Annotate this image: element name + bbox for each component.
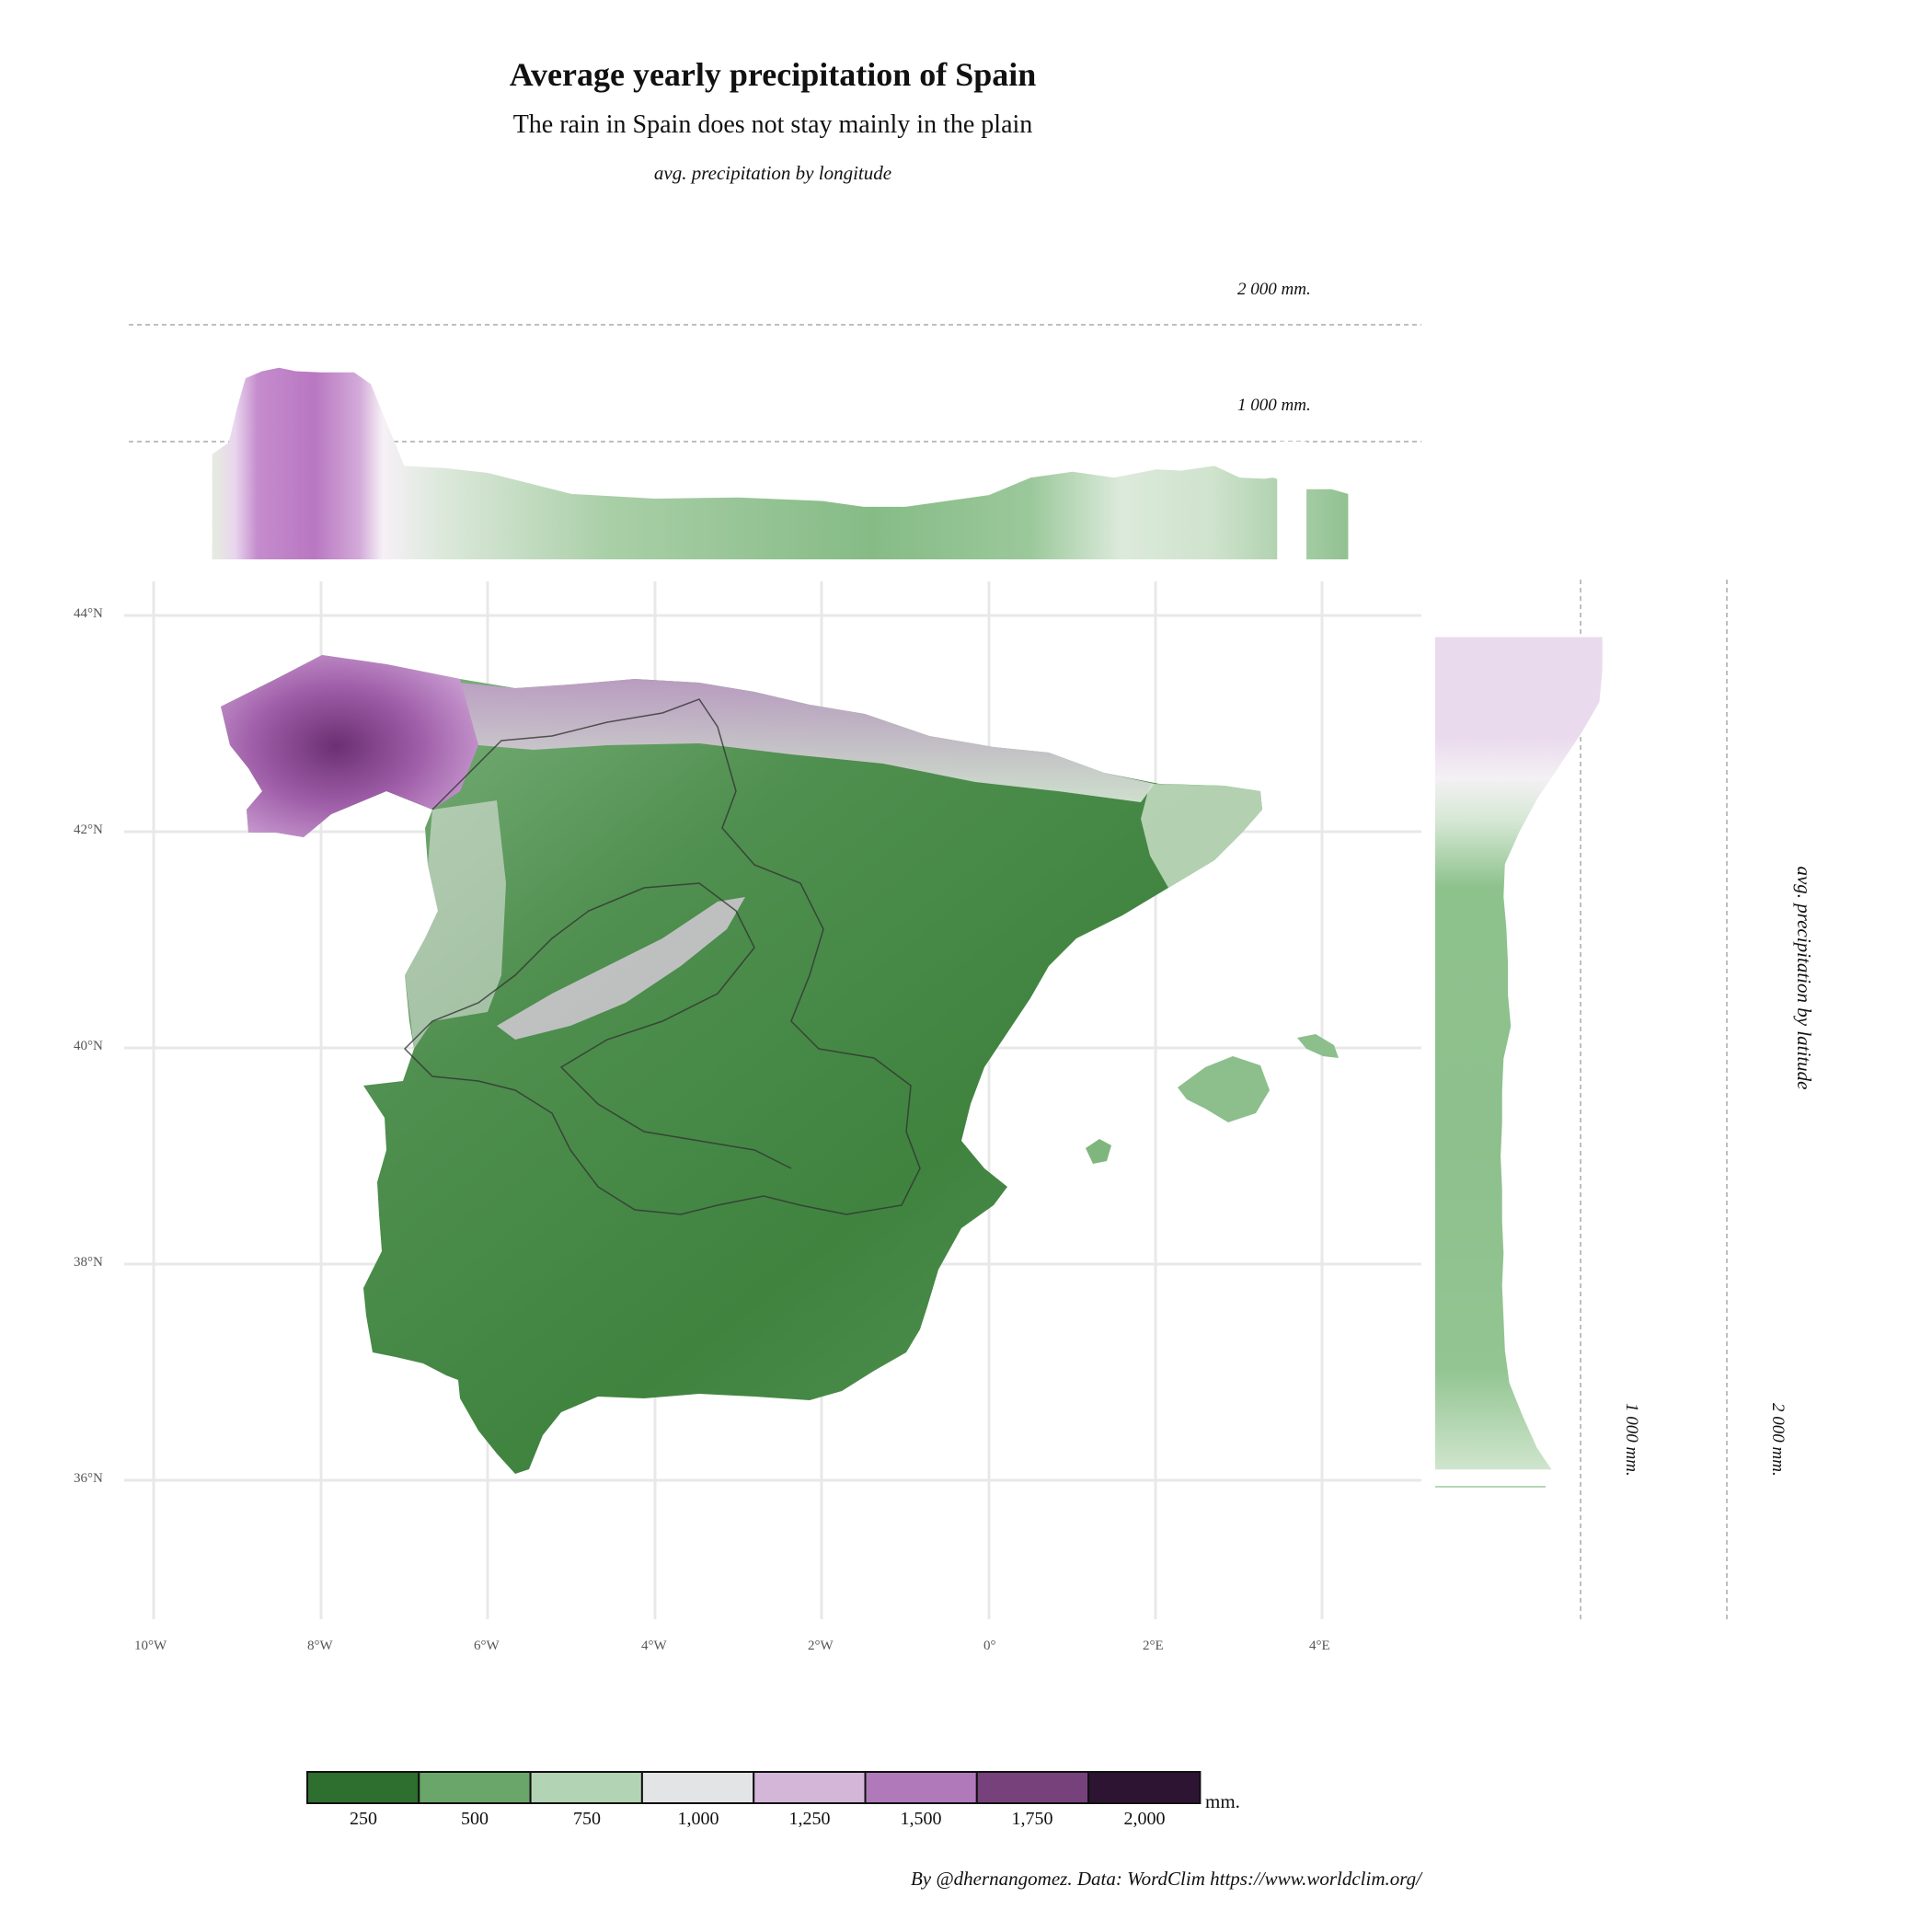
top-panel-caption: avg. precipitation by longitude [653,162,892,184]
right-panel-caption: avg. precipitation by latitude [1793,866,1815,1090]
longitude-profile-gap [1277,442,1307,561]
legend-label: 1,750 [1011,1809,1053,1829]
menorca-island-shape [1297,1034,1339,1058]
x-tick-label: 2°E [1143,1639,1164,1653]
legend-swatch [975,1771,1090,1804]
river-basin-outline [403,698,921,1215]
x-tick-label: 0° [983,1639,996,1653]
chart-subtitle: The rain in Spain does not stay mainly i… [512,110,1033,139]
y-tick-label: 36°N [74,1471,103,1486]
y-tick-label: 44°N [74,606,103,621]
ibiza-island-shape [1086,1139,1111,1164]
legend-label: 250 [350,1809,377,1829]
west-light-band-shape [405,800,506,1049]
legend-swatch [418,1771,532,1804]
x-tick-label: 10°W [134,1639,167,1653]
y-tick-label: 40°N [74,1039,103,1053]
x-tick-label: 2°W [808,1639,834,1653]
credit-caption: By @dhernangomez. Data: WordClim https:/… [910,1868,1421,1890]
legend-label: 500 [461,1809,489,1829]
legend-label: 1,000 [677,1809,719,1829]
galicia-wet-region-shape [221,655,478,837]
legend-swatch [864,1771,978,1804]
legend-label: 750 [573,1809,601,1829]
legend-swatch [640,1771,755,1804]
y-tick-label: 42°N [74,822,103,837]
legend-unit-label: mm. [1205,1790,1240,1812]
legend-colorbar [306,1771,1202,1804]
legend-swatch [529,1771,643,1804]
x-tick-label: 8°W [307,1639,333,1653]
top-ref-label-1000: 1 000 mm. [1237,396,1311,415]
longitude-profile-area [212,367,1349,559]
legend-label: 1,500 [900,1809,942,1829]
catalonia-light-shape [1141,784,1262,888]
right-ref-label-1000: 1 000 mm. [1622,1403,1641,1477]
mallorca-island-shape [1178,1056,1270,1122]
right-ref-label-2000: 2 000 mm. [1768,1403,1788,1477]
central-mountain-range-shape [497,897,745,1040]
x-tick-label: 4°W [641,1639,667,1653]
top-ref-label-2000: 2 000 mm. [1237,280,1311,299]
legend-label: 1,250 [788,1809,831,1829]
latitude-profile-area [1435,637,1603,1470]
legend-swatch [306,1771,420,1804]
chart-title: Average yearly precipitation of Spain [509,56,1037,93]
legend-swatch [1087,1771,1202,1804]
legend-swatch [753,1771,867,1804]
y-tick-label: 38°N [74,1255,103,1270]
x-tick-label: 4°E [1309,1639,1330,1653]
northern-wet-strip-shape [460,679,1155,802]
legend-label: 2,000 [1123,1809,1166,1829]
x-tick-label: 6°W [474,1639,500,1653]
